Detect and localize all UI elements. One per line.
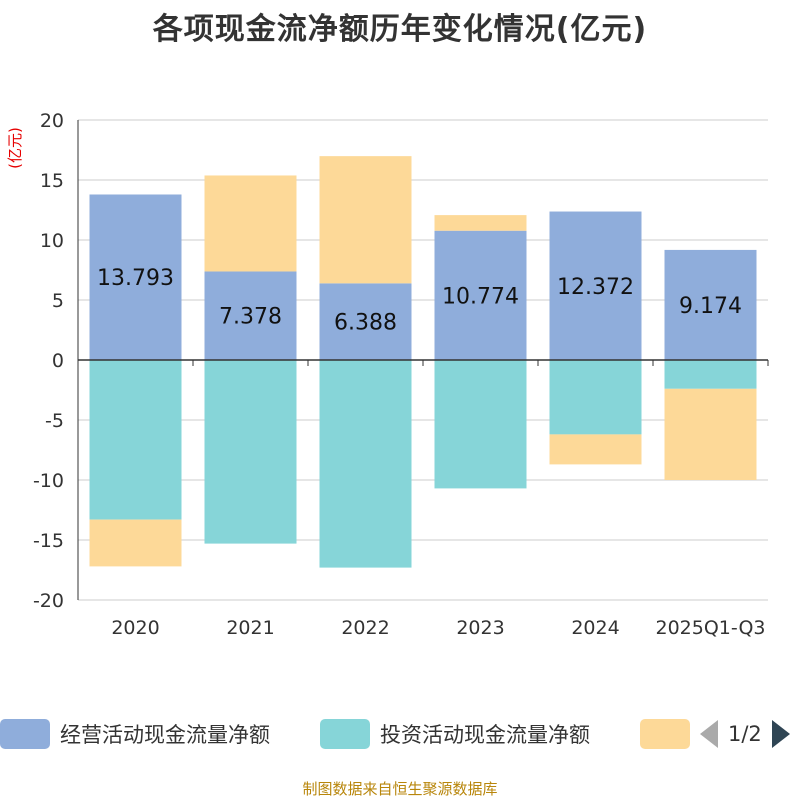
bar-2-2020[interactable]: [89, 360, 182, 520]
bar-3-2024[interactable]: [549, 434, 642, 465]
legend-swatch-financing: [640, 719, 690, 749]
bar-3-2025Q1-Q3[interactable]: [664, 388, 757, 480]
x-tick-label: 2024: [571, 617, 619, 639]
bars: [89, 156, 757, 568]
bar-3-2021[interactable]: [204, 175, 297, 272]
data-label: 9.174: [679, 294, 742, 319]
bar-1-2025Q1-Q3[interactable]: [664, 249, 757, 360]
y-tick-label: -5: [45, 410, 64, 432]
y-tick-label: 0: [52, 350, 64, 372]
x-tick-label: 2020: [111, 617, 159, 639]
bar-2-2025Q1-Q3[interactable]: [664, 360, 757, 389]
bar-2-2022[interactable]: [319, 360, 412, 568]
bar-3-2020[interactable]: [89, 519, 182, 567]
y-tick-label: -15: [33, 530, 64, 552]
legend: 经营活动现金流量净额 投资活动现金流量净额: [0, 716, 800, 756]
bar-1-2022[interactable]: [319, 283, 412, 360]
source-footer: 制图数据来自恒生聚源数据库: [302, 780, 498, 798]
y-tick-label: 5: [52, 290, 64, 312]
bar-3-2023[interactable]: [434, 215, 527, 231]
legend-item-operating[interactable]: 经营活动现金流量净额: [0, 716, 270, 752]
bar-1-2024[interactable]: [549, 211, 642, 360]
x-tick-label: 2022: [341, 617, 389, 639]
data-label: 13.793: [97, 266, 174, 291]
data-label: 7.378: [219, 305, 282, 330]
data-label: 6.388: [334, 311, 397, 336]
legend-pager: 1/2: [700, 716, 790, 752]
bar-2-2021[interactable]: [204, 360, 297, 544]
legend-prev-icon[interactable]: [700, 720, 718, 748]
legend-next-icon[interactable]: [771, 720, 790, 748]
bar-1-2020[interactable]: [89, 194, 182, 360]
x-tick-label: 2023: [456, 617, 504, 639]
data-labels: 13.793 7.378 6.388 10.774 12.372 9.174: [97, 266, 742, 335]
x-tick-label: 2025Q1-Q3: [656, 617, 766, 639]
legend-label-operating: 经营活动现金流量净额: [60, 723, 270, 747]
legend-item-investing[interactable]: 投资活动现金流量净额: [320, 716, 590, 752]
axes: 20 15 10 5 0 -5 -10 -15 -20 2020 2021 2022 2023 2024 2…: [33, 110, 769, 639]
x-tick-label: 2021: [226, 617, 274, 639]
legend-label-investing: 投资活动现金流量净额: [380, 723, 590, 747]
legend-swatch-operating: [0, 719, 50, 749]
y-tick-label: -10: [33, 470, 64, 492]
bar-2-2023[interactable]: [434, 360, 527, 489]
legend-page-indicator: 1/2: [728, 722, 762, 746]
bar-1-2021[interactable]: [204, 271, 297, 360]
y-tick-label: 10: [40, 230, 64, 252]
data-label: 10.774: [442, 284, 519, 309]
y-axis-unit-label: (亿元): [6, 127, 24, 169]
y-tick-label: 20: [40, 110, 64, 132]
chart-title: 各项现金流净额历年变化情况(亿元): [152, 12, 648, 47]
bar-3-2022[interactable]: [319, 156, 412, 284]
grid-lines: [78, 119, 768, 601]
data-label: 12.372: [557, 275, 634, 300]
legend-item-financing[interactable]: [640, 716, 690, 752]
bar-2-2024[interactable]: [549, 360, 642, 435]
bar-1-2023[interactable]: [434, 230, 527, 360]
y-tick-label: -20: [33, 590, 64, 612]
y-tick-label: 15: [40, 170, 64, 192]
legend-swatch-investing: [320, 719, 370, 749]
